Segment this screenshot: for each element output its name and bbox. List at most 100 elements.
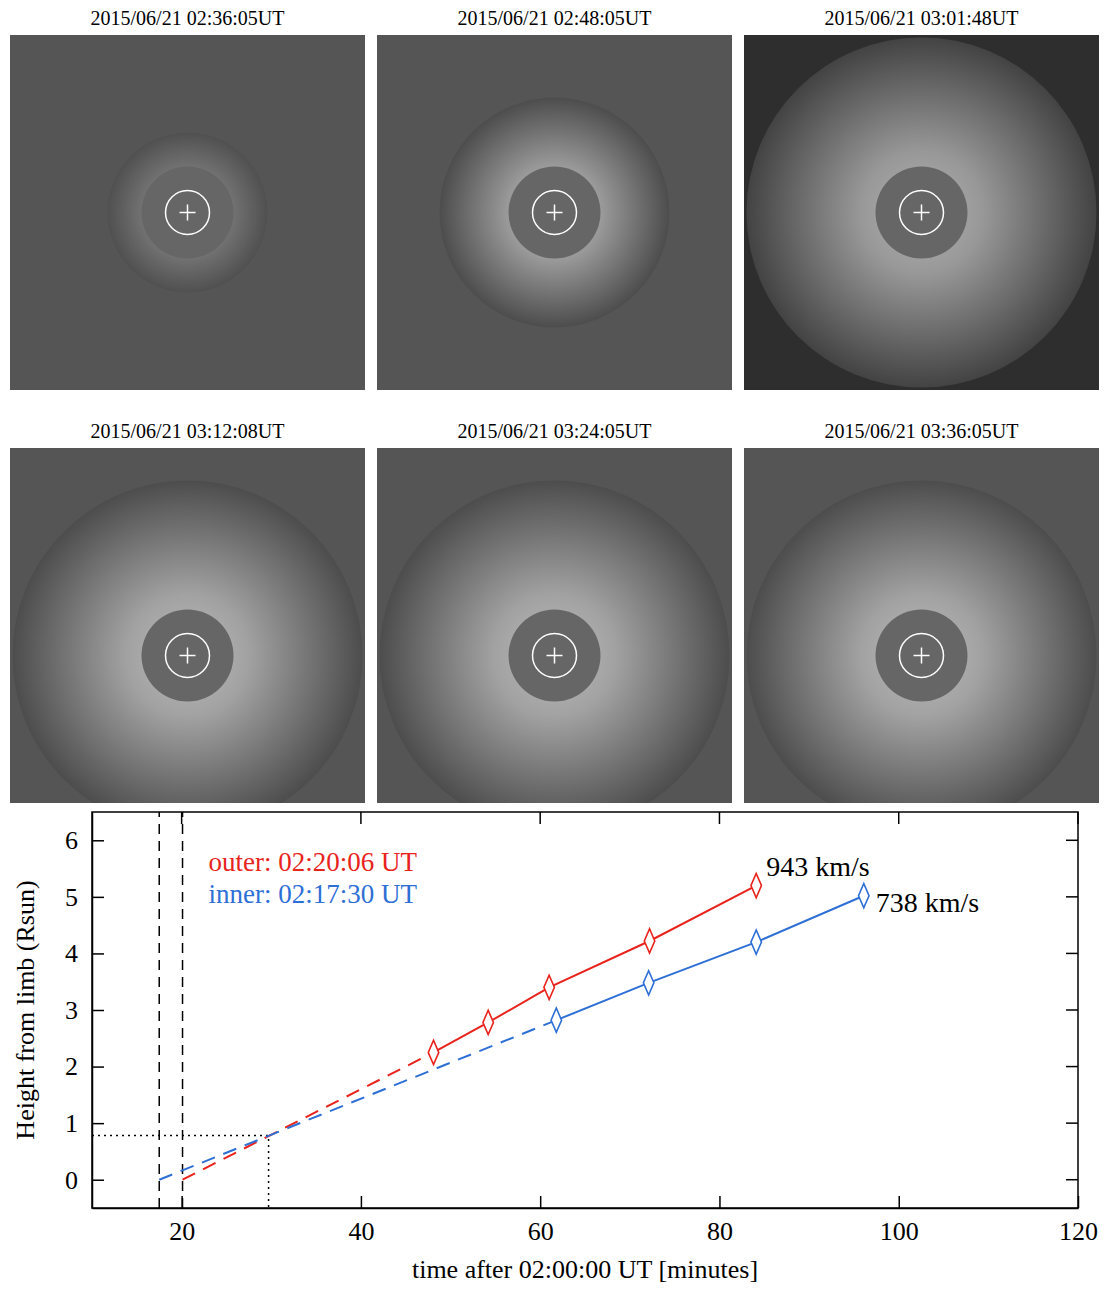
x-axis: 20 40 60 80 100 120: [93, 1196, 1099, 1246]
extrapolation-line: [183, 1052, 434, 1179]
data-point: [551, 1008, 562, 1032]
corona-halo: [747, 38, 1097, 388]
tick: 100: [880, 1196, 919, 1246]
tick: 5: [65, 883, 104, 912]
tick-label: 80: [707, 1217, 733, 1246]
data-point: [644, 929, 655, 953]
panel-title: 2015/06/21 03:12:08UT: [91, 420, 285, 442]
solar-disk: [166, 191, 210, 235]
x-axis-title: time after 02:00:00 UT [minutes]: [412, 1255, 758, 1284]
solar-disk: [166, 634, 210, 678]
data-point: [483, 1010, 494, 1034]
tick: 4: [65, 939, 104, 968]
tick: 120: [1059, 1196, 1098, 1246]
sun-center: [547, 205, 563, 221]
tick-label: 0: [65, 1166, 78, 1195]
corona-halo: [380, 481, 730, 804]
tick: 6: [65, 826, 104, 855]
image-panel: 2015/06/21 03:24:05UT: [377, 420, 732, 831]
tick: 3: [65, 996, 104, 1025]
plot-frame: [92, 812, 1078, 1208]
legend: outer: 02:20:06 UTinner: 02:17:30 UT: [209, 847, 418, 909]
image-background: [10, 35, 365, 390]
tick-mark: [1066, 896, 1078, 898]
tick-label: 3: [65, 996, 78, 1025]
corona-halo: [440, 98, 670, 328]
speed-label: 943 km/s: [766, 851, 869, 882]
tick-mark: [92, 1066, 104, 1068]
tick-mark: [1066, 953, 1078, 955]
sun-center: [547, 648, 563, 664]
tick-mark: [92, 1179, 104, 1181]
tick: 1: [65, 1109, 104, 1138]
panel-title: 2015/06/21 02:48:05UT: [458, 7, 652, 29]
image-panel: 2015/06/21 02:48:05UT: [377, 7, 732, 390]
figure: 2015/06/21 02:36:05UT 2015/06/21 02:48:05…: [0, 0, 1109, 1296]
image-panel: 2015/06/21 03:36:05UT: [744, 420, 1099, 831]
tick-mark: [898, 812, 900, 824]
data-point: [544, 975, 555, 999]
series-line: [556, 896, 863, 1020]
tick-label: 100: [880, 1217, 919, 1246]
panel-title: 2015/06/21 03:36:05UT: [825, 420, 1019, 442]
tick: 2: [65, 1052, 104, 1081]
tick-mark: [540, 1196, 542, 1208]
image-background: [744, 35, 1099, 390]
corona-halo: [108, 133, 268, 293]
tick-mark: [92, 953, 104, 955]
image-background: [377, 35, 732, 390]
tick-label: 60: [528, 1217, 554, 1246]
occulter: [876, 167, 968, 259]
legend-entry: outer: 02:20:06 UT: [209, 847, 418, 877]
tick-mark: [92, 1123, 104, 1125]
chart: 20 40 60 80 100 120 0 1 2 3 4 5 6 time after 02:00:00…: [11, 812, 1098, 1284]
data-point: [751, 873, 762, 897]
panel-title: 2015/06/21 02:36:05UT: [91, 7, 285, 29]
tick-mark: [360, 812, 362, 824]
tick-mark: [1066, 840, 1078, 842]
occulter: [142, 610, 234, 702]
tick-label: 40: [348, 1217, 374, 1246]
data-point: [643, 971, 654, 995]
solar-disk: [533, 634, 577, 678]
tick-mark: [719, 1196, 721, 1208]
tick-mark: [1066, 1122, 1078, 1124]
panel-title: 2015/06/21 03:24:05UT: [458, 420, 652, 442]
corona-halo: [747, 481, 1097, 804]
occulter: [142, 167, 234, 259]
solar-disk: [900, 191, 944, 235]
y-axis: 0 1 2 3 4 5 6: [65, 813, 104, 1209]
tick-mark: [1066, 1179, 1078, 1181]
tick: 40: [348, 1196, 374, 1246]
speed-label: 738 km/s: [876, 887, 979, 918]
sun-center: [180, 205, 196, 221]
tick-label: 20: [169, 1217, 195, 1246]
solar-disk: [900, 634, 944, 678]
sun-center: [180, 648, 196, 664]
image-panel: 2015/06/21 02:36:05UT: [10, 7, 365, 390]
tick-label: 120: [1059, 1217, 1098, 1246]
tick-label: 6: [65, 826, 78, 855]
data-point: [859, 884, 870, 908]
tick-mark: [1077, 812, 1079, 824]
onset-line: [182, 812, 184, 1208]
tick-mark: [719, 812, 721, 824]
panel-title: 2015/06/21 03:01:48UT: [825, 7, 1019, 29]
mirror-ticks: [182, 812, 1078, 1180]
sun-center: [914, 205, 930, 221]
tick-label: 2: [65, 1052, 78, 1081]
plot-area: [92, 812, 869, 1208]
tick-mark: [898, 1196, 900, 1208]
tick-label: 5: [65, 883, 78, 912]
tick: 0: [65, 1166, 104, 1195]
occulter: [509, 167, 601, 259]
sun-center: [914, 648, 930, 664]
tick-mark: [1078, 1196, 1080, 1208]
solar-disk: [533, 191, 577, 235]
series-line: [434, 886, 757, 1053]
onset-line: [158, 812, 160, 1208]
legend-entry: inner: 02:17:30 UT: [209, 879, 418, 909]
tick-label: 1: [65, 1109, 78, 1138]
data-point: [751, 930, 762, 954]
axis-line: [93, 1208, 1079, 1210]
